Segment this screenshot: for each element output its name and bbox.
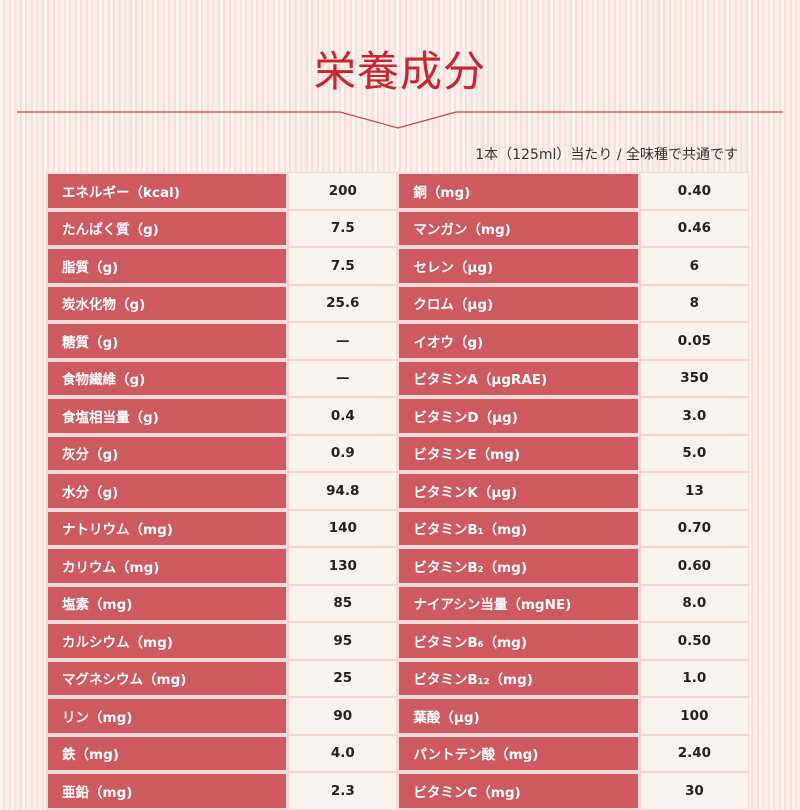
nutrient-label: ビタミンK（μg) xyxy=(397,472,640,510)
nutrient-value: 25 xyxy=(288,659,398,697)
table-row: 糖質（g) — イオウ（g) 0.05 xyxy=(46,322,749,360)
nutrient-value: 7.5 xyxy=(288,209,398,247)
nutrient-value: 1.0 xyxy=(639,659,749,697)
nutrient-value: 2.3 xyxy=(288,772,398,810)
table-row: リン（mg) 90 葉酸（μg) 100 xyxy=(46,697,749,735)
nutrient-value: 0.46 xyxy=(639,209,749,247)
nutrient-label: たんぱく質（g) xyxy=(46,209,289,247)
nutrient-value: 3.0 xyxy=(639,397,749,435)
nutrient-label: ビタミンC（mg) xyxy=(397,772,640,810)
table-row: 食塩相当量（g) 0.4 ビタミンD（μg) 3.0 xyxy=(46,397,749,435)
nutrient-label: 食物繊維（g) xyxy=(46,359,289,397)
nutrient-value: 0.50 xyxy=(639,622,749,660)
table-row: 脂質（g) 7.5 セレン（μg) 6 xyxy=(46,247,749,285)
table-row: 塩素（mg) 85 ナイアシン当量（mgNE) 8.0 xyxy=(46,584,749,622)
nutrient-label: カリウム（mg) xyxy=(46,547,289,585)
nutrient-value: 200 xyxy=(288,172,398,210)
nutrient-label: 糖質（g) xyxy=(46,322,289,360)
nutrient-label: 葉酸（μg) xyxy=(397,697,640,735)
nutrient-value: 0.40 xyxy=(639,172,749,210)
table-row: 炭水化物（g) 25.6 クロム（μg) 8 xyxy=(46,284,749,322)
nutrient-label: 塩素（mg) xyxy=(46,584,289,622)
nutrient-value: 8.0 xyxy=(639,584,749,622)
nutrient-label: 炭水化物（g) xyxy=(46,284,289,322)
table-row: たんぱく質（g) 7.5 マンガン（mg) 0.46 xyxy=(46,209,749,247)
nutrient-value: 350 xyxy=(639,359,749,397)
nutrient-label: マンガン（mg) xyxy=(397,209,640,247)
nutrient-label: 鉄（mg) xyxy=(46,734,289,772)
nutrient-label: 亜鉛（mg) xyxy=(46,772,289,810)
nutrient-label: マグネシウム（mg) xyxy=(46,659,289,697)
table-row: 灰分（g) 0.9 ビタミンE（mg) 5.0 xyxy=(46,434,749,472)
chevron-divider xyxy=(17,111,783,129)
nutrient-value: 140 xyxy=(288,509,398,547)
page-title: 栄養成分 xyxy=(313,47,486,96)
nutrient-label: クロム（μg) xyxy=(397,284,640,322)
nutrient-value: 0.9 xyxy=(288,434,398,472)
nutrient-label: ビタミンD（μg) xyxy=(397,397,640,435)
nutrient-value: 0.60 xyxy=(639,547,749,585)
nutrient-value: 25.6 xyxy=(288,284,398,322)
nutrient-value: 30 xyxy=(639,772,749,810)
nutrient-label: ビタミンB₆（mg) xyxy=(397,622,640,660)
nutrient-label: ビタミンB₁₂（mg) xyxy=(397,659,640,697)
nutrient-label: 脂質（g) xyxy=(46,247,289,285)
nutrient-label: ビタミンA（μgRAE) xyxy=(397,359,640,397)
nutrient-value: 90 xyxy=(288,697,398,735)
nutrient-value: 0.70 xyxy=(639,509,749,547)
serving-note: 1本（125ml）当たり / 全味種で共通です xyxy=(475,147,738,163)
nutrient-label: ナトリウム（mg) xyxy=(46,509,289,547)
nutrient-label: 灰分（g) xyxy=(46,434,289,472)
nutrient-label: 水分（g) xyxy=(46,472,289,510)
nutrient-value: 0.05 xyxy=(639,322,749,360)
table-row: ナトリウム（mg) 140 ビタミンB₁（mg) 0.70 xyxy=(46,509,749,547)
table-row: 鉄（mg) 4.0 パントテン酸（mg) 2.40 xyxy=(46,734,749,772)
table-row: 亜鉛（mg) 2.3 ビタミンC（mg) 30 xyxy=(46,772,749,810)
nutrient-label: リン（mg) xyxy=(46,697,289,735)
nutrient-value: 130 xyxy=(288,547,398,585)
nutrient-value: 6 xyxy=(639,247,749,285)
nutrient-value: 7.5 xyxy=(288,247,398,285)
nutrient-label: イオウ（g) xyxy=(397,322,640,360)
table-row: カルシウム（mg) 95 ビタミンB₆（mg) 0.50 xyxy=(46,622,749,660)
nutrient-value: 94.8 xyxy=(288,472,398,510)
nutrient-label: エネルギー（kcal) xyxy=(46,172,289,210)
nutrient-label: セレン（μg) xyxy=(397,247,640,285)
nutrient-label: ビタミンE（mg) xyxy=(397,434,640,472)
nutrient-label: パントテン酸（mg) xyxy=(397,734,640,772)
nutrient-value: 0.4 xyxy=(288,397,398,435)
nutrient-value: 85 xyxy=(288,584,398,622)
nutrient-label: ビタミンB₁（mg) xyxy=(397,509,640,547)
table-row: 食物繊維（g) — ビタミンA（μgRAE) 350 xyxy=(46,359,749,397)
nutrient-value: 5.0 xyxy=(639,434,749,472)
table-row: 水分（g) 94.8 ビタミンK（μg) 13 xyxy=(46,472,749,510)
table-row: エネルギー（kcal) 200 銅（mg) 0.40 xyxy=(46,172,749,210)
nutrient-value: 13 xyxy=(639,472,749,510)
nutrient-label: 食塩相当量（g) xyxy=(46,397,289,435)
nutrient-label: ビタミンB₂（mg) xyxy=(397,547,640,585)
nutrient-label: ナイアシン当量（mgNE) xyxy=(397,584,640,622)
nutrient-value: 100 xyxy=(639,697,749,735)
nutrient-value: — xyxy=(288,322,398,360)
nutrient-value: 4.0 xyxy=(288,734,398,772)
nutrient-label: カルシウム（mg) xyxy=(46,622,289,660)
nutrition-table: エネルギー（kcal) 200 銅（mg) 0.40 たんぱく質（g) 7.5 マンガン（m… xyxy=(46,172,749,810)
nutrient-value: — xyxy=(288,359,398,397)
table-row: マグネシウム（mg) 25 ビタミンB₁₂（mg) 1.0 xyxy=(46,659,749,697)
nutrient-label: 銅（mg) xyxy=(397,172,640,210)
nutrient-value: 2.40 xyxy=(639,734,749,772)
nutrient-value: 8 xyxy=(639,284,749,322)
nutrient-value: 95 xyxy=(288,622,398,660)
table-row: カリウム（mg) 130 ビタミンB₂（mg) 0.60 xyxy=(46,547,749,585)
